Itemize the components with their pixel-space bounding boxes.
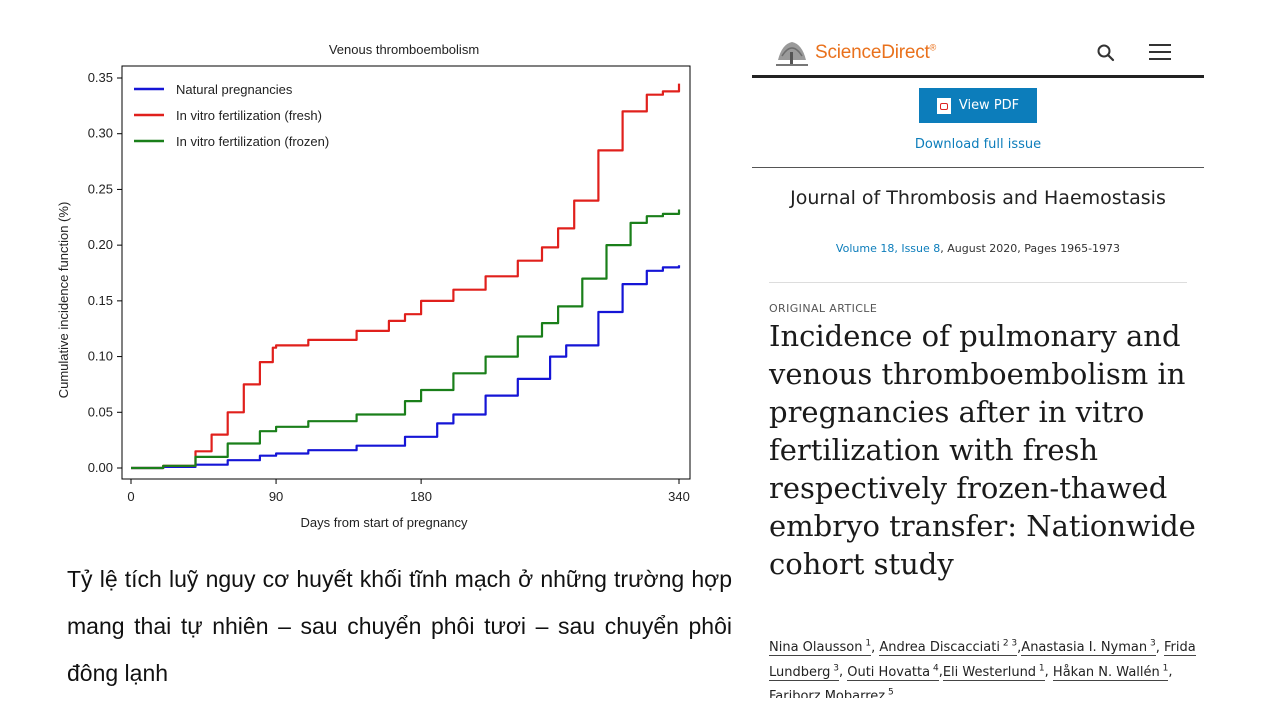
y-tick-label: 0.35 xyxy=(88,70,113,85)
plot-frame xyxy=(121,65,691,480)
legend-entry: In vitro fertilization (frozen) xyxy=(176,134,329,149)
author-link[interactable]: Frida Lundberg 3 xyxy=(769,640,1196,681)
author-link[interactable]: Anastasia I. Nyman 3 xyxy=(1021,639,1156,657)
y-tick-label: 0.10 xyxy=(88,349,113,364)
y-tick-label: 0.00 xyxy=(88,460,113,475)
sd-header: ScienceDirect® xyxy=(752,30,1204,78)
chart-legend: Natural pregnancies In vitro fertilizatio… xyxy=(134,82,329,149)
issue-details: , August 2020, Pages 1965-1973 xyxy=(940,242,1121,255)
chart-area: Venous thromboembolism 0.00 0.05 0.10 0.15 0… xyxy=(0,0,740,545)
elsevier-tree-icon xyxy=(774,38,810,68)
y-axis-title: Cumulative incidence function (%) xyxy=(56,202,71,399)
x-tick-label: 340 xyxy=(668,489,690,504)
author-link[interactable]: Andrea Discacciati 2 3 xyxy=(879,639,1018,657)
issue-link[interactable]: Volume 18, Issue 8 xyxy=(835,242,941,255)
sciencedirect-logo[interactable]: ScienceDirect® xyxy=(815,42,937,63)
y-tick-label: 0.20 xyxy=(88,237,113,252)
author-link[interactable]: Eli Westerlund 1 xyxy=(942,663,1045,681)
chart-title: Venous thromboembolism xyxy=(329,42,479,57)
divider xyxy=(769,282,1187,283)
chart-series-lines xyxy=(131,83,681,470)
author-list: Nina Olausson 1, Andrea Discacciati 2 3,… xyxy=(769,634,1199,698)
pdf-icon xyxy=(936,97,951,114)
slide-caption: Tỷ lệ tích luỹ nguy cơ huyết khối tĩnh m… xyxy=(67,566,732,686)
y-tick-label: 0.25 xyxy=(88,181,113,196)
issue-info: Volume 18, Issue 8, August 2020, Pages 1… xyxy=(752,242,1204,255)
x-tick-label: 90 xyxy=(269,489,283,504)
cumulative-incidence-chart: Venous thromboembolism 0.000.050.100.150… xyxy=(56,42,691,530)
y-tick-label: 0.15 xyxy=(88,293,113,308)
x-tick-label: 0 xyxy=(127,489,134,504)
y-tick-label: 0.30 xyxy=(88,126,113,141)
view-pdf-button[interactable]: View PDF xyxy=(919,88,1037,123)
download-full-issue-link[interactable]: Download full issue xyxy=(914,137,1042,152)
x-tick-label: 180 xyxy=(410,489,432,504)
y-tick-label: 0.05 xyxy=(88,404,113,419)
author-link[interactable]: Håkan N. Wallén 1 xyxy=(1052,663,1169,681)
sciencedirect-panel: ScienceDirect® View PDF Download full is… xyxy=(752,30,1204,698)
x-axis-title: Days from start of pregnancy xyxy=(301,515,468,530)
search-icon[interactable] xyxy=(1096,43,1116,63)
article-type: ORIGINAL ARTICLE xyxy=(769,302,878,315)
article-title: Incidence of pulmonary and venous thromb… xyxy=(769,319,1196,581)
series-line-2 xyxy=(131,209,681,470)
view-pdf-label: View PDF xyxy=(958,98,1020,113)
series-line-0 xyxy=(131,265,681,470)
divider xyxy=(752,167,1204,168)
chart-axes: 0.00 0.05 0.10 0.15 0.20 0.25 0.30 0.35 0 90 180 34… xyxy=(88,65,691,504)
legend-entry: In vitro fertilization (fresh) xyxy=(176,108,322,123)
legend-entry: Natural pregnancies xyxy=(176,82,293,97)
author-link[interactable]: Fariborz Mobarrez 5 xyxy=(769,688,894,698)
author-link[interactable]: Nina Olausson 1 xyxy=(769,639,872,657)
series-line-1 xyxy=(131,83,681,470)
hamburger-menu-icon[interactable] xyxy=(1149,44,1171,62)
journal-title[interactable]: Journal of Thrombosis and Haemostasis xyxy=(790,187,1166,209)
author-link[interactable]: Outi Hovatta 4 xyxy=(847,663,939,681)
